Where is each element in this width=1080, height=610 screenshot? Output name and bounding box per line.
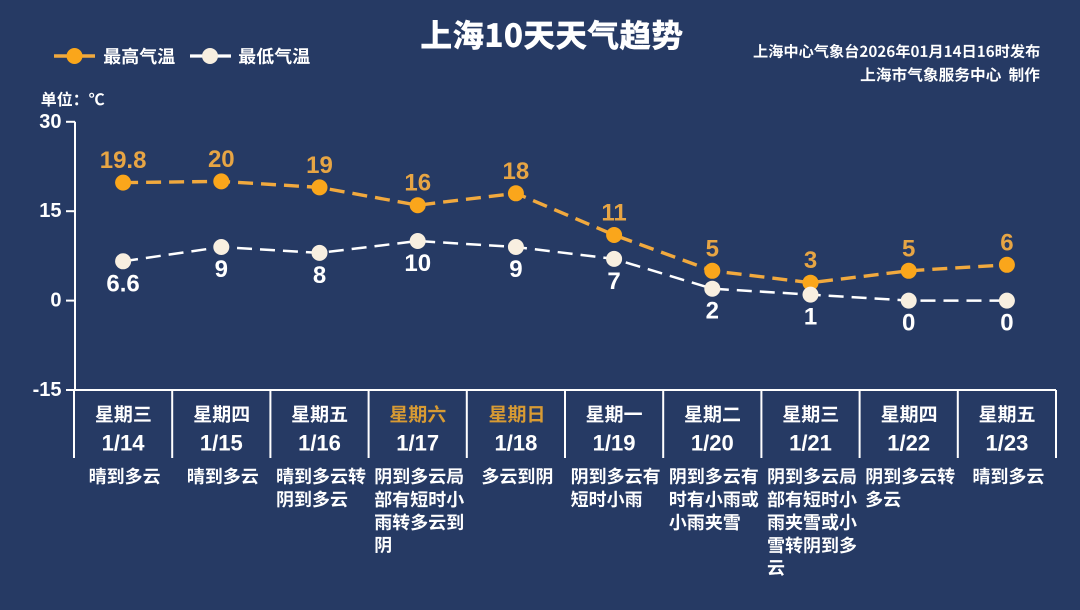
svg-text:0: 0 <box>902 310 915 337</box>
svg-text:1/19: 1/19 <box>593 431 636 456</box>
svg-text:10: 10 <box>404 250 431 277</box>
svg-text:0: 0 <box>50 290 61 312</box>
svg-text:1/20: 1/20 <box>691 431 734 456</box>
svg-text:1/23: 1/23 <box>985 431 1028 456</box>
svg-text:0: 0 <box>1000 310 1013 337</box>
svg-text:18: 18 <box>503 158 530 185</box>
svg-text:1/21: 1/21 <box>789 431 832 456</box>
svg-text:1/17: 1/17 <box>396 431 439 456</box>
svg-text:3: 3 <box>804 247 817 274</box>
svg-text:1/18: 1/18 <box>494 431 537 456</box>
svg-text:8: 8 <box>313 262 326 289</box>
svg-text:6: 6 <box>1000 229 1013 256</box>
svg-text:1/15: 1/15 <box>200 431 243 456</box>
svg-text:30: 30 <box>39 111 61 133</box>
svg-text:19.8: 19.8 <box>100 147 147 174</box>
svg-text:11: 11 <box>601 200 626 227</box>
svg-text:1/14: 1/14 <box>102 431 146 456</box>
svg-text:1: 1 <box>804 304 817 331</box>
svg-text:2: 2 <box>706 298 719 325</box>
svg-text:9: 9 <box>509 256 522 283</box>
svg-text:5: 5 <box>706 235 719 262</box>
svg-text:19: 19 <box>306 152 333 179</box>
svg-text:7: 7 <box>607 268 620 295</box>
svg-text:5: 5 <box>902 235 915 262</box>
svg-text:20: 20 <box>208 146 235 173</box>
svg-text:1/16: 1/16 <box>298 431 341 456</box>
svg-text:15: 15 <box>39 200 61 222</box>
svg-text:9: 9 <box>215 256 228 283</box>
svg-text:6.6: 6.6 <box>106 270 139 297</box>
svg-text:-15: -15 <box>33 379 62 401</box>
svg-text:1/22: 1/22 <box>887 431 930 456</box>
svg-text:16: 16 <box>404 170 431 197</box>
